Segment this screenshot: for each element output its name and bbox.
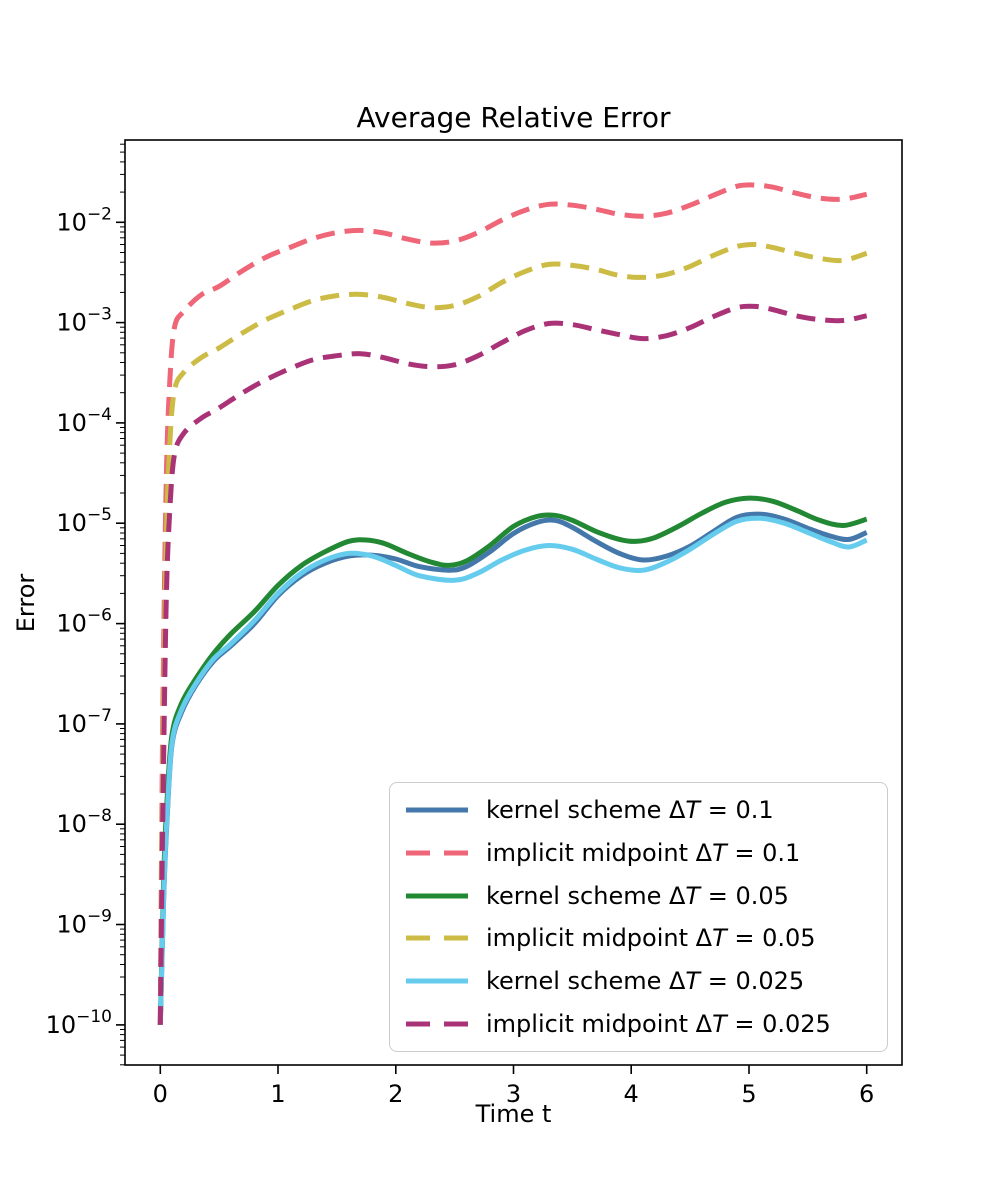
legend-item: kernel scheme ΔT = 0.025: [400, 967, 877, 995]
legend-item: kernel scheme ΔT = 0.05: [400, 882, 877, 910]
x-tick-label: 2: [388, 1080, 403, 1108]
series-line-2: [157, 495, 868, 1025]
y-axis-label: Error: [12, 573, 40, 633]
legend-line-swatch: [406, 935, 468, 941]
x-tick-label: 3: [506, 1080, 521, 1108]
y-tick-label: 10−3: [56, 305, 112, 337]
series-line-5: [157, 303, 868, 1025]
legend-line-swatch: [406, 807, 468, 813]
x-tick-label: 5: [741, 1080, 756, 1108]
legend-line-swatch: [406, 893, 468, 899]
legend-item: implicit midpoint ΔT = 0.025: [400, 1010, 877, 1038]
series-line-1: [157, 182, 868, 1025]
x-axis-label: Time t: [475, 1100, 552, 1128]
legend-line-swatch: [406, 978, 468, 984]
legend-label: implicit midpoint ΔT = 0.1: [486, 838, 801, 867]
y-tick-label: 10−10: [46, 1007, 112, 1039]
series-line-4: [157, 515, 868, 1025]
y-tick-label: 10−7: [56, 706, 112, 738]
legend-label: kernel scheme ΔT = 0.1: [486, 796, 774, 825]
y-tick-label: 10−4: [56, 405, 112, 437]
y-tick-label: 10−9: [56, 907, 112, 939]
legend-label: implicit midpoint ΔT = 0.05: [486, 924, 816, 953]
legend-label: kernel scheme ΔT = 0.05: [486, 881, 789, 910]
legend: kernel scheme ΔT = 0.1 implicit midpoint …: [389, 782, 888, 1052]
legend-label: kernel scheme ΔT = 0.025: [486, 966, 805, 995]
y-tick-label: 10−8: [56, 806, 112, 838]
y-tick-label: 10−6: [56, 606, 112, 638]
series-line-3: [157, 241, 868, 1025]
x-tick-label: 6: [859, 1080, 874, 1108]
legend-item: kernel scheme ΔT = 0.1: [400, 796, 877, 824]
x-tick-label: 0: [153, 1080, 168, 1108]
plot-border: [124, 139, 903, 1066]
x-tick-label: 4: [624, 1080, 639, 1108]
legend-item: implicit midpoint ΔT = 0.05: [400, 924, 877, 952]
legend-item: implicit midpoint ΔT = 0.1: [400, 839, 877, 867]
y-tick-label: 10−2: [56, 204, 112, 236]
legend-label: implicit midpoint ΔT = 0.025: [486, 1009, 831, 1038]
legend-line-swatch: [406, 1021, 468, 1027]
legend-line-swatch: [406, 850, 468, 856]
y-tick-label: 10−5: [56, 505, 112, 537]
chart-title: Average Relative Error: [356, 101, 671, 134]
x-tick-label: 1: [270, 1080, 285, 1108]
